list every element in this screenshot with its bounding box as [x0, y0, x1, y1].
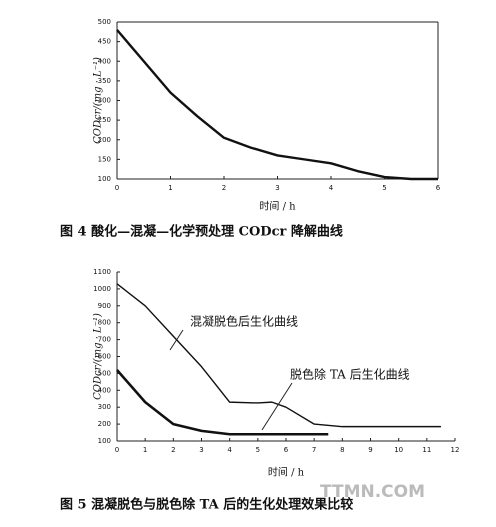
x-tick-label: 4 [227, 446, 232, 454]
x-tick-label: 1 [143, 446, 147, 454]
y-tick-label: 500 [98, 18, 111, 26]
data-line [116, 29, 438, 181]
x-tick-label: 10 [394, 446, 403, 454]
caption: 图 4 酸化—混凝—化学预处理 CODcr 降解曲线 [60, 224, 343, 240]
y-axis-title: CODcr/(mg · L⁻¹) [93, 57, 104, 144]
y-tick-label: 400 [98, 57, 111, 65]
x-tick-label: 2 [222, 184, 226, 192]
y-tick-label: 300 [98, 403, 111, 411]
x-tick-label: 3 [199, 446, 203, 454]
leader-line [261, 382, 293, 431]
data-line [116, 369, 329, 436]
watermark: TTMN.COM [320, 482, 425, 502]
x-tick-label: 9 [368, 446, 372, 454]
y-tick-label: 450 [98, 38, 111, 46]
x-tick-label: 12 [451, 446, 460, 454]
x-tick-label: 4 [329, 184, 334, 192]
y-tick-label: 350 [98, 77, 111, 85]
x-axis-title: 时间 / h [268, 466, 305, 479]
y-tick-label: 400 [98, 386, 111, 394]
x-tick-label: 8 [340, 446, 344, 454]
y-tick-label: 300 [98, 97, 111, 105]
data-line [116, 283, 441, 428]
y-tick-label: 1100 [93, 268, 111, 276]
x-tick-label: 5 [256, 446, 260, 454]
y-axis-title: CODcr/(mg · L⁻¹) [93, 313, 104, 400]
series-label: 脱色除 TA 后生化曲线 [290, 367, 410, 382]
x-tick-label: 2 [171, 446, 175, 454]
x-tick-label: 3 [275, 184, 279, 192]
x-tick-label: 0 [115, 446, 119, 454]
x-tick-label: 5 [382, 184, 386, 192]
y-tick-label: 150 [98, 155, 111, 163]
series-label: 混凝脱色后生化曲线 [190, 314, 298, 329]
y-tick-label: 700 [98, 336, 111, 344]
y-tick-label: 1000 [93, 285, 111, 293]
x-tick-label: 6 [436, 184, 441, 192]
x-tick-label: 7 [312, 446, 316, 454]
y-tick-label: 800 [98, 319, 111, 327]
y-tick-label: 250 [98, 116, 111, 124]
y-tick-label: 100 [98, 175, 111, 183]
y-tick-label: 900 [98, 302, 111, 310]
x-tick-label: 1 [168, 184, 172, 192]
y-tick-label: 200 [98, 136, 111, 144]
caption: 图 5 混凝脱色与脱色除 TA 后的生化处理效果比较 [60, 497, 353, 513]
leader-line [169, 329, 184, 351]
x-axis-title: 时间 / h [259, 200, 296, 213]
x-tick-label: 6 [284, 446, 289, 454]
x-tick-label: 11 [422, 446, 431, 454]
x-tick-label: 0 [115, 184, 119, 192]
y-tick-label: 200 [98, 420, 111, 428]
y-tick-label: 100 [98, 437, 111, 445]
y-tick-label: 600 [98, 353, 111, 361]
y-tick-label: 500 [98, 369, 111, 377]
